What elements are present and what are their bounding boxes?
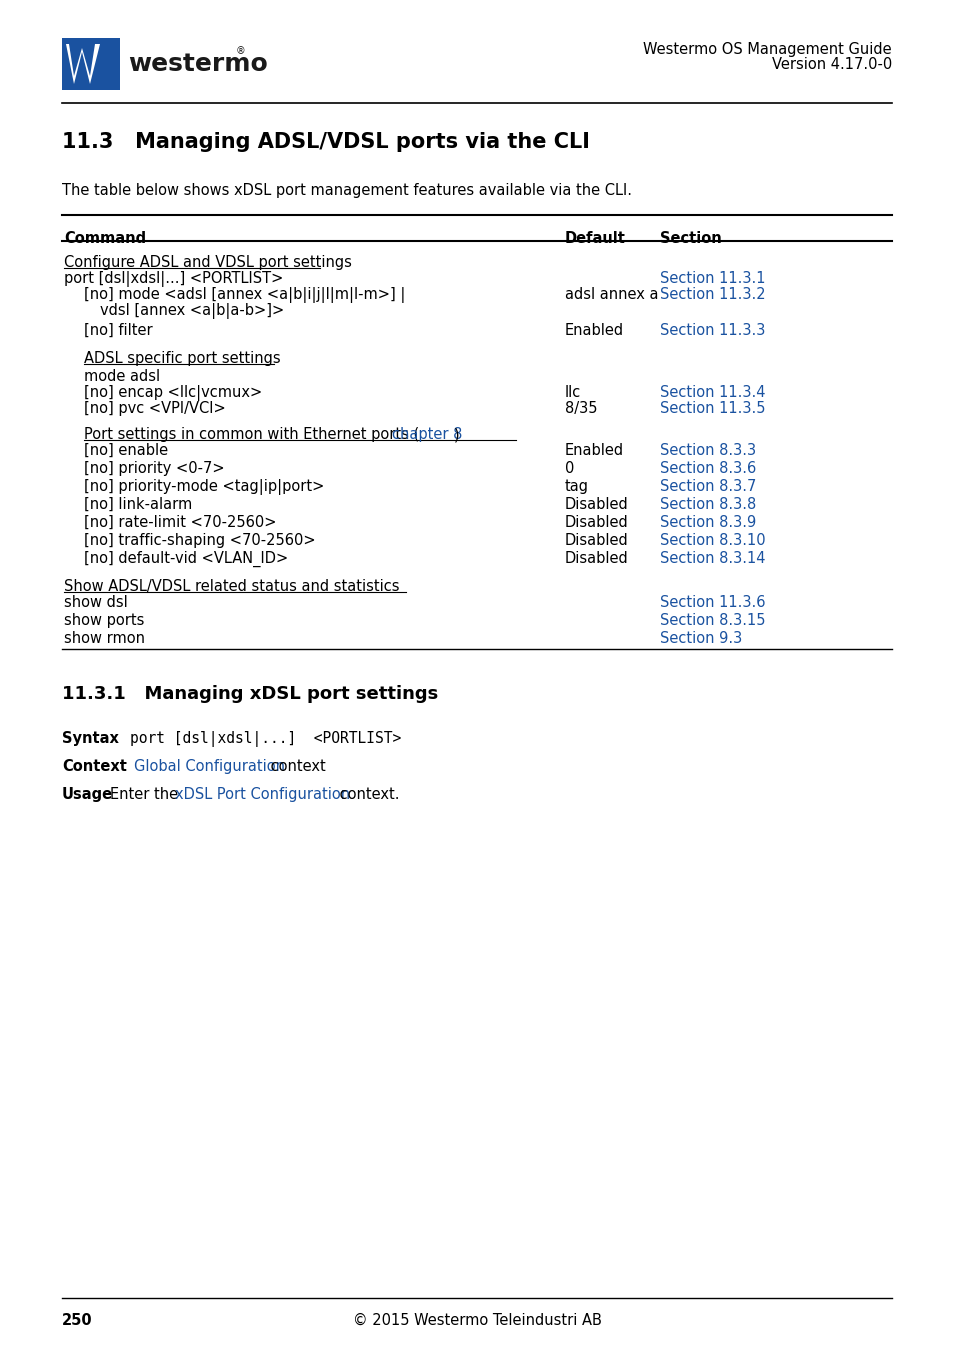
Text: Section 8.3.3: Section 8.3.3 [659,443,756,458]
Text: [no] encap <llc|vcmux>: [no] encap <llc|vcmux> [84,385,262,401]
Text: Section 11.3.1: Section 11.3.1 [659,271,764,286]
Text: Enabled: Enabled [564,443,623,458]
Text: 250: 250 [62,1314,92,1328]
Text: tag: tag [564,479,588,494]
Text: llc: llc [564,385,580,400]
Text: [no] rate-limit <70-2560>: [no] rate-limit <70-2560> [84,514,276,531]
Text: chapter 8: chapter 8 [392,427,462,441]
Text: [no] link-alarm: [no] link-alarm [84,497,193,512]
Text: Command: Command [64,231,146,246]
Text: Section 11.3.3: Section 11.3.3 [659,323,764,338]
Text: Section 8.3.6: Section 8.3.6 [659,460,756,477]
Text: Section 11.3.4: Section 11.3.4 [659,385,764,400]
Text: port [dsl|xdsl|...]  <PORTLIST>: port [dsl|xdsl|...] <PORTLIST> [130,730,401,747]
Text: Section 11.3.2: Section 11.3.2 [659,288,765,302]
Text: show ports: show ports [64,613,144,628]
Text: context: context [266,759,325,774]
Text: © 2015 Westermo Teleindustri AB: © 2015 Westermo Teleindustri AB [353,1314,600,1328]
Text: show dsl: show dsl [64,595,128,610]
Text: The table below shows xDSL port management features available via the CLI.: The table below shows xDSL port manageme… [62,184,631,198]
Text: ): ) [454,427,459,441]
Text: xDSL Port Configuration: xDSL Port Configuration [174,787,350,802]
Text: Section 8.3.10: Section 8.3.10 [659,533,765,548]
Bar [62,38,120,90]
Text: Disabled: Disabled [564,497,628,512]
Text: Section 8.3.8: Section 8.3.8 [659,497,756,512]
Text: Enter the: Enter the [110,787,183,802]
Text: Syntax: Syntax [62,730,119,747]
Text: show rmon: show rmon [64,630,145,647]
Polygon shape [66,45,100,84]
Text: [no] default-vid <VLAN_ID>: [no] default-vid <VLAN_ID> [84,551,288,567]
Text: Global Configuration: Global Configuration [133,759,285,774]
Text: 0: 0 [564,460,574,477]
Text: 11.3   Managing ADSL/VDSL ports via the CLI: 11.3 Managing ADSL/VDSL ports via the CL… [62,132,589,153]
Text: [no] priority-mode <tag|ip|port>: [no] priority-mode <tag|ip|port> [84,479,324,495]
Text: [no] enable: [no] enable [84,443,168,458]
Text: context.: context. [335,787,399,802]
Text: Show ADSL/VDSL related status and statistics: Show ADSL/VDSL related status and statis… [64,579,399,594]
Text: Configure ADSL and VDSL port settings: Configure ADSL and VDSL port settings [64,255,352,270]
Text: Context: Context [62,759,127,774]
Text: port [dsl|xdsl|...] <PORTLIST>: port [dsl|xdsl|...] <PORTLIST> [64,271,283,288]
Text: Section 9.3: Section 9.3 [659,630,741,647]
Text: Usage: Usage [62,787,113,802]
Text: Disabled: Disabled [564,551,628,566]
Text: Section 11.3.6: Section 11.3.6 [659,595,764,610]
Text: Section 11.3.5: Section 11.3.5 [659,401,764,416]
Text: mode adsl: mode adsl [84,369,160,383]
Text: Enabled: Enabled [564,323,623,338]
Text: Port settings in common with Ethernet ports (: Port settings in common with Ethernet po… [84,427,418,441]
Text: Westermo OS Management Guide: Westermo OS Management Guide [642,42,891,57]
Text: Section 8.3.15: Section 8.3.15 [659,613,764,628]
Text: [no] pvc <VPI/VCI>: [no] pvc <VPI/VCI> [84,401,226,416]
Text: ADSL specific port settings: ADSL specific port settings [84,351,280,366]
Text: 11.3.1   Managing xDSL port settings: 11.3.1 Managing xDSL port settings [62,684,437,703]
Text: adsl annex a: adsl annex a [564,288,658,302]
Text: ®: ® [235,46,246,55]
Text: Disabled: Disabled [564,514,628,531]
Text: [no] priority <0-7>: [no] priority <0-7> [84,460,224,477]
Text: [no] traffic-shaping <70-2560>: [no] traffic-shaping <70-2560> [84,533,315,548]
Text: Section: Section [659,231,721,246]
Text: Default: Default [564,231,625,246]
Text: Section 8.3.7: Section 8.3.7 [659,479,756,494]
Text: vdsl [annex <a|b|a-b>]>: vdsl [annex <a|b|a-b>]> [100,302,284,319]
Text: Version 4.17.0-0: Version 4.17.0-0 [771,57,891,72]
Text: westermo: westermo [128,53,268,76]
Text: Disabled: Disabled [564,533,628,548]
Text: 8/35: 8/35 [564,401,597,416]
Text: Section 8.3.14: Section 8.3.14 [659,551,764,566]
Text: Section 8.3.9: Section 8.3.9 [659,514,756,531]
Text: [no] filter: [no] filter [84,323,152,338]
Text: [no] mode <adsl [annex <a|b|i|j|l|m|l-m>] |: [no] mode <adsl [annex <a|b|i|j|l|m|l-m>… [84,288,405,302]
